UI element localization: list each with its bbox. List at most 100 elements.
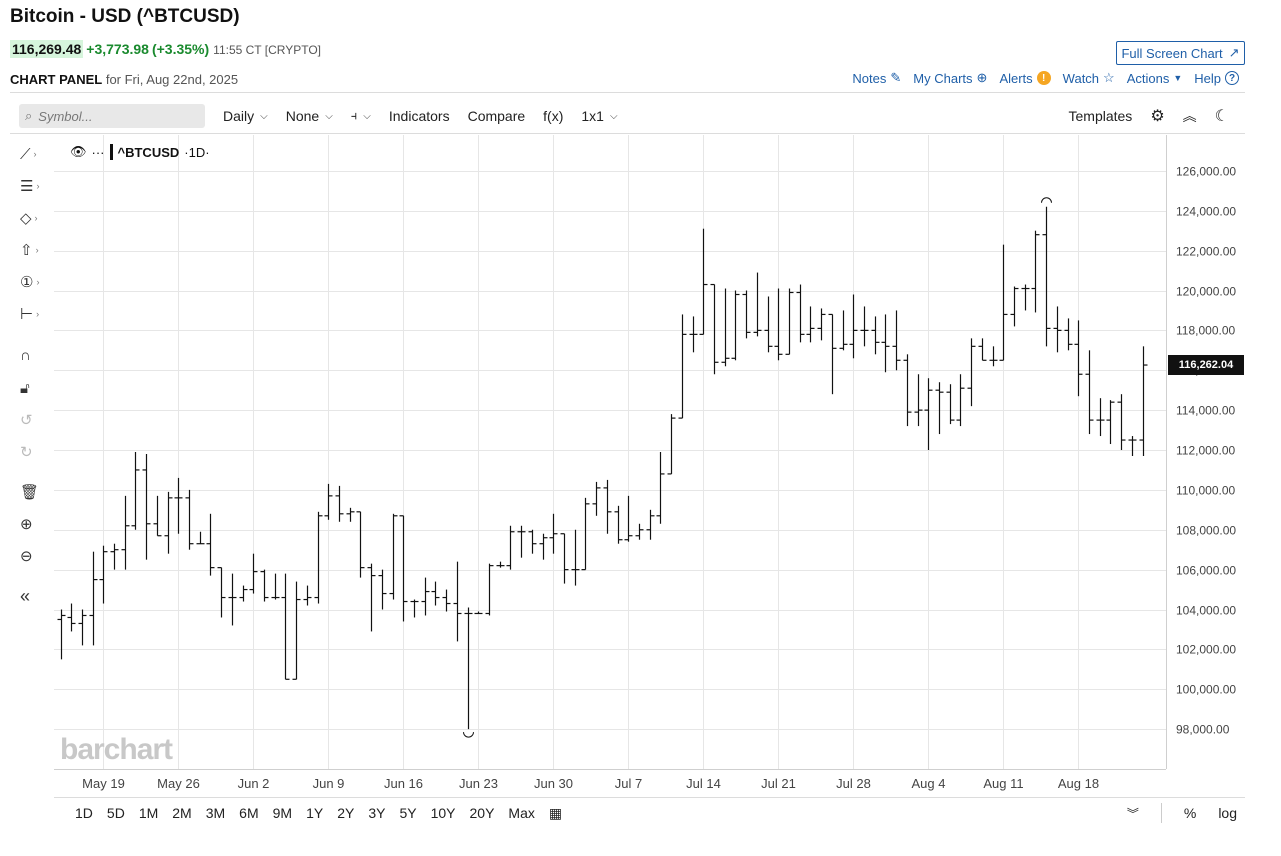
zoom-out-button[interactable]: ⊖ — [20, 544, 50, 568]
help-link[interactable]: Help? — [1194, 71, 1239, 86]
range-9m[interactable]: 9M — [272, 805, 293, 821]
ohlc-bar — [335, 485, 344, 522]
arrow-tool[interactable]: ⇧ › — [20, 238, 50, 262]
x-axis: May 19 May 26 Jun 2 Jun 9 Jun 16 Jun 23 Jun 30… — [82, 776, 1099, 791]
redo-button[interactable]: ↻ — [20, 440, 50, 464]
x-tick-label: Jul 28 — [836, 776, 871, 791]
y-tick-label: 120,000.00 — [1176, 285, 1236, 299]
my-charts-link[interactable]: My Charts ⊕ — [913, 70, 987, 86]
last-price-tag: 116,262.04 — [1168, 355, 1244, 376]
ohlc-bar — [1106, 400, 1115, 445]
ohlc-bar — [528, 529, 537, 554]
magnet-tool[interactable]: ∩ — [20, 343, 50, 367]
range-10y[interactable]: 10Y — [430, 805, 456, 821]
ohlc-bar — [506, 525, 515, 570]
caret-down-icon: ▼ — [1173, 73, 1183, 83]
shape-tool[interactable]: ◇ › — [20, 206, 50, 230]
chart-legend[interactable]: 👁︎ ··· ^BTCUSD ·1D· — [70, 144, 210, 160]
overlay-dropdown[interactable]: None ⌵ — [286, 108, 333, 124]
range-3m[interactable]: 3M — [205, 805, 226, 821]
range-5y[interactable]: 5Y — [399, 805, 417, 821]
ohlc-bar — [614, 505, 623, 544]
calendar-icon[interactable]: ▦ — [548, 804, 563, 821]
bar-type-dropdown[interactable]: ⫞ ⌵ — [351, 108, 371, 124]
redo-icon: ↻ — [20, 444, 33, 461]
chevron-right-icon: › — [36, 309, 40, 319]
ohlc-bar — [603, 479, 612, 534]
unlock-icon: 🔓︎ — [20, 379, 30, 397]
collapse-tools-button[interactable]: « — [20, 584, 50, 608]
legend-options[interactable]: ··· — [91, 144, 105, 160]
dark-mode-icon[interactable]: ☾ — [1214, 108, 1229, 125]
alerts-link[interactable]: Alerts! — [999, 71, 1051, 86]
log-toggle[interactable]: log — [1218, 805, 1237, 821]
overlay-label: None — [285, 108, 320, 124]
ohlc-bar — [1139, 346, 1148, 456]
line-tool[interactable]: ⟋ › — [20, 142, 50, 166]
fx-button[interactable]: f(x) — [543, 108, 564, 124]
number-tool[interactable]: ① › — [20, 270, 50, 294]
zoom-out-icon: ⊖ — [20, 548, 33, 565]
layout-label: 1x1 — [581, 108, 604, 124]
ohlc-bar — [860, 306, 869, 347]
price-change-percent: (+3.35%) — [151, 41, 210, 57]
templates-button[interactable]: Templates — [1068, 108, 1133, 124]
double-chevron-down-icon[interactable]: ︾ — [1126, 806, 1139, 821]
toolbar-right: Templates ⚙ ︽ ☾ — [1069, 100, 1230, 132]
series-color-swatch — [109, 144, 113, 160]
notes-link[interactable]: Notes ✎ — [852, 70, 901, 86]
full-screen-chart-button[interactable]: Full Screen Chart ↗ — [1116, 41, 1245, 65]
chevron-right-icon: › — [35, 245, 39, 255]
actions-menu[interactable]: Actions ▼ — [1127, 71, 1183, 86]
legend-interval: ·1D· — [184, 144, 210, 160]
watch-link[interactable]: Watch ☆ — [1063, 70, 1115, 86]
ohlc-bar — [667, 414, 676, 475]
gear-icon[interactable]: ⚙ — [1150, 108, 1165, 125]
range-20y[interactable]: 20Y — [469, 805, 495, 821]
ohlc-bar — [881, 314, 890, 373]
layout-dropdown[interactable]: 1x1 ⌵ — [581, 108, 617, 124]
range-1y[interactable]: 1Y — [306, 805, 324, 821]
indicators-button[interactable]: Indicators — [388, 108, 450, 124]
range-1d[interactable]: 1D — [75, 805, 93, 821]
ohlc-bar — [903, 354, 912, 427]
x-tick-label: Jul 21 — [761, 776, 796, 791]
ohlc-bar — [292, 581, 301, 680]
range-2y[interactable]: 2Y — [337, 805, 355, 821]
period-label: Daily — [223, 108, 255, 124]
fib-tool[interactable]: ☰ › — [20, 174, 50, 198]
ohlc-bar — [1064, 318, 1073, 351]
ohlc-bar — [699, 228, 708, 335]
divider — [1160, 803, 1162, 823]
ohlc-bar — [1021, 284, 1030, 311]
symbol-search[interactable]: ⌕ Symbol... — [19, 104, 205, 128]
magnet-icon: ∩ — [20, 346, 31, 364]
ohlc-bar — [828, 313, 837, 395]
x-tick-label: Jun 30 — [534, 776, 573, 791]
ohlc-bar — [956, 374, 965, 427]
eye-icon[interactable]: 👁︎ — [70, 144, 87, 159]
lock-tool[interactable]: 🔓︎ — [20, 376, 50, 400]
period-dropdown[interactable]: Daily ⌵ — [223, 108, 268, 124]
ohlc-bar — [592, 481, 601, 516]
ohlc-bar — [356, 511, 365, 578]
range-6m[interactable]: 6M — [239, 805, 259, 821]
x-tick-label: Jun 23 — [459, 776, 498, 791]
range-1m[interactable]: 1M — [138, 805, 159, 821]
range-3y[interactable]: 3Y — [368, 805, 386, 821]
range-2m[interactable]: 2M — [172, 805, 192, 821]
range-5d[interactable]: 5D — [106, 805, 125, 821]
ohlc-bar — [99, 545, 108, 604]
range-max[interactable]: Max — [508, 805, 535, 821]
undo-button[interactable]: ↺ — [20, 408, 50, 432]
compare-button[interactable]: Compare — [467, 108, 526, 124]
x-tick-label: Jun 9 — [313, 776, 345, 791]
delete-button[interactable]: 🗑︎ — [20, 480, 50, 504]
measure-tool[interactable]: ⊢ › — [20, 302, 50, 326]
percent-toggle[interactable]: % — [1183, 805, 1197, 821]
ohlc-bar — [656, 452, 665, 524]
help-label: Help — [1194, 70, 1221, 86]
zoom-in-button[interactable]: ⊕ — [20, 512, 50, 536]
collapse-up-icon[interactable]: ︽ — [1182, 108, 1197, 124]
